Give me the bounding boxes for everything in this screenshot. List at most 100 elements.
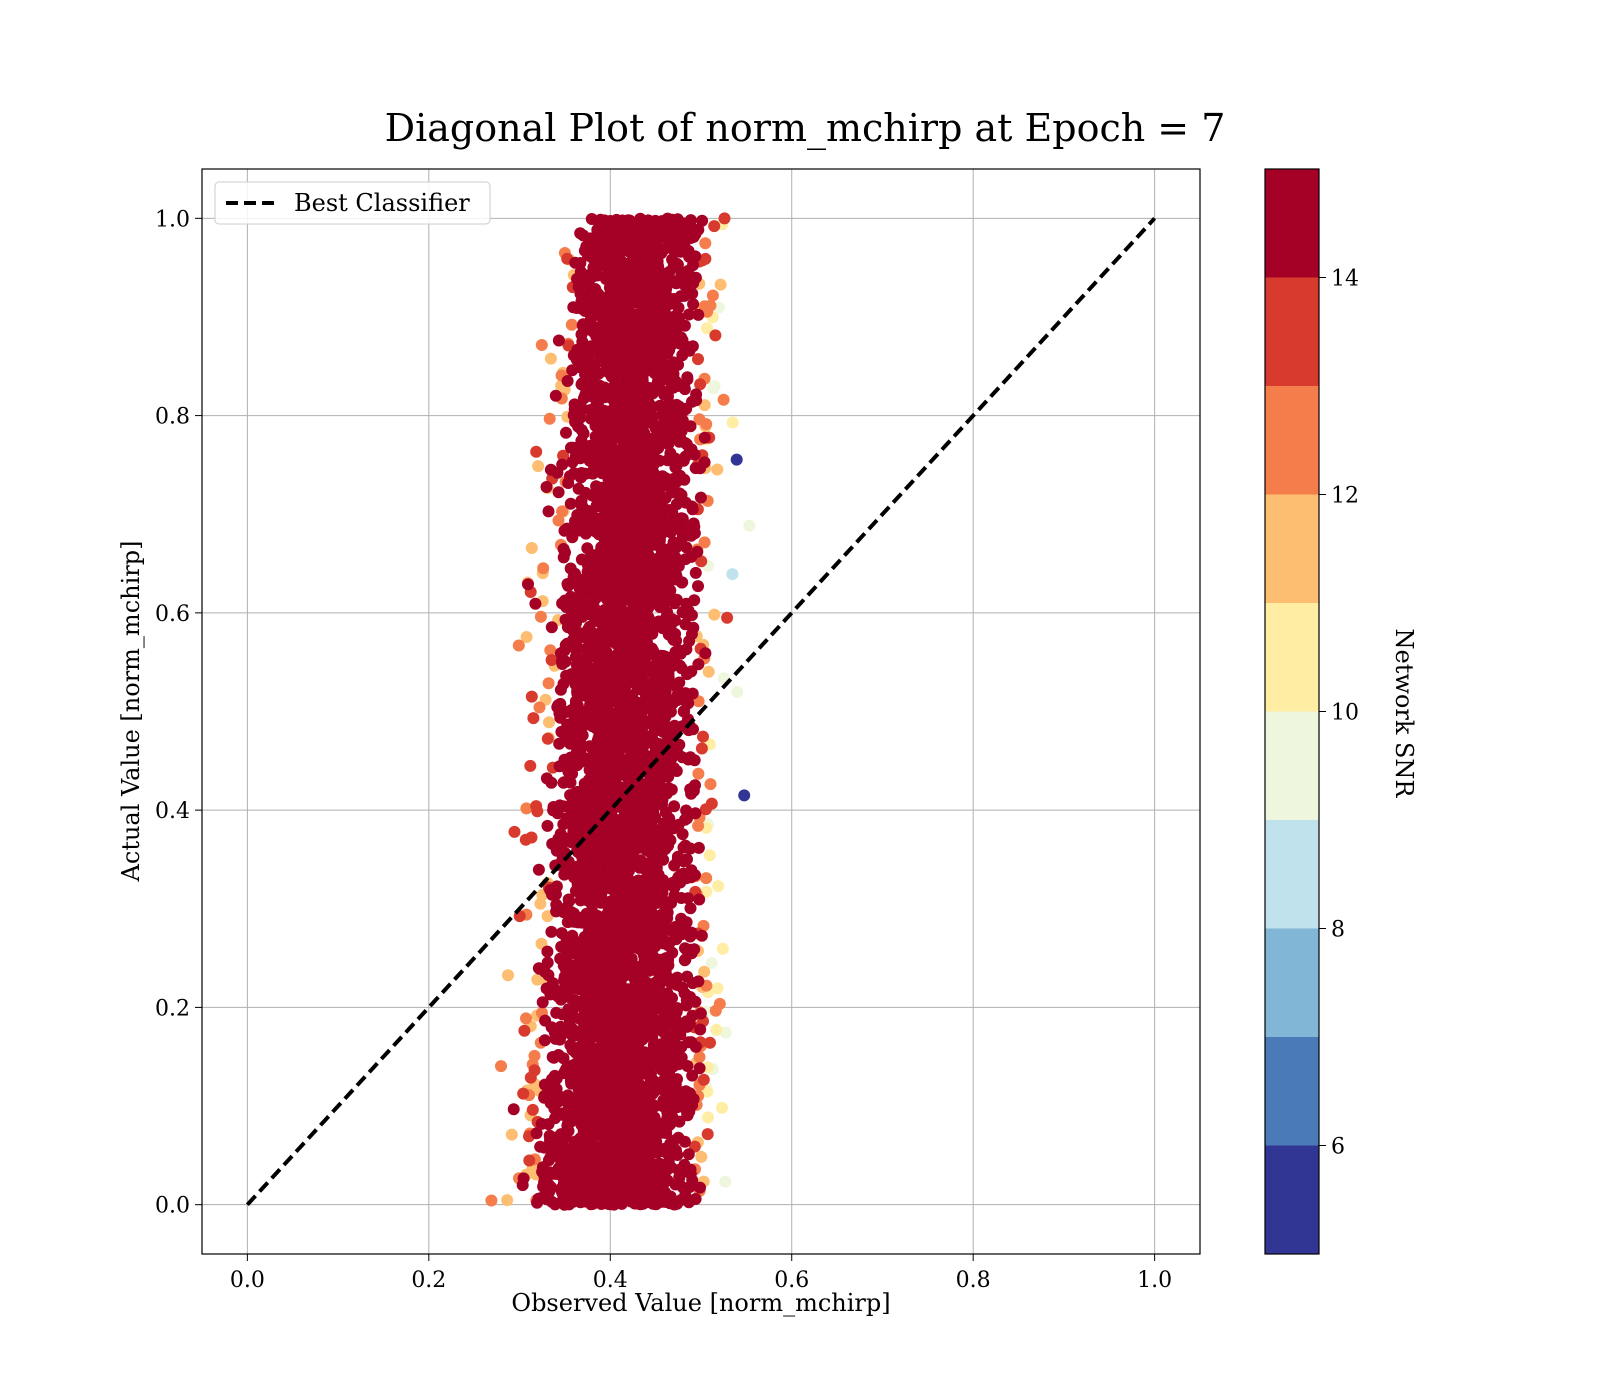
scatter-point bbox=[638, 490, 651, 503]
scatter-point bbox=[661, 939, 674, 951]
scatter-point bbox=[717, 393, 730, 406]
scatter-point bbox=[564, 497, 577, 510]
scatter-point bbox=[689, 250, 702, 263]
scatter-point bbox=[626, 359, 638, 372]
scatter-point bbox=[685, 609, 698, 622]
scatter-point bbox=[615, 1041, 628, 1054]
scatter-point bbox=[570, 353, 583, 366]
scatter-point bbox=[624, 606, 636, 618]
scatter-point bbox=[580, 240, 593, 253]
scatter-point bbox=[520, 1012, 532, 1025]
scatter-point bbox=[538, 1034, 551, 1047]
scatter-point bbox=[704, 778, 717, 791]
scatter-point bbox=[620, 509, 632, 522]
scatter-point bbox=[686, 340, 699, 353]
scatter-point bbox=[697, 730, 709, 743]
scatter-point bbox=[635, 644, 648, 657]
scatter-point bbox=[600, 1149, 612, 1162]
scatter-point bbox=[705, 957, 718, 969]
scatter-point bbox=[589, 450, 602, 463]
scatter-point bbox=[544, 1142, 557, 1155]
scatter-point bbox=[517, 1172, 530, 1185]
scatter-point bbox=[616, 757, 629, 770]
scatter-point bbox=[577, 290, 590, 303]
scatter-point bbox=[564, 470, 576, 483]
scatter-point bbox=[581, 1192, 594, 1205]
scatter-point bbox=[631, 388, 644, 401]
scatter-point bbox=[565, 1150, 578, 1163]
scatter-point bbox=[605, 920, 618, 933]
scatter-point bbox=[647, 1038, 660, 1051]
scatter-point bbox=[613, 248, 626, 261]
scatter-point bbox=[567, 1041, 580, 1054]
scatter-point bbox=[679, 694, 692, 707]
scatter-point bbox=[647, 836, 660, 849]
scatter-point bbox=[671, 1149, 684, 1161]
scatter-point bbox=[552, 514, 565, 527]
scatter-point bbox=[553, 1033, 566, 1046]
scatter-point bbox=[593, 845, 606, 858]
scatter-point bbox=[670, 573, 683, 586]
scatter-point bbox=[575, 709, 588, 721]
scatter-point bbox=[570, 523, 583, 536]
scatter-point bbox=[525, 542, 538, 554]
scatter-point bbox=[612, 647, 625, 660]
scatter-point bbox=[542, 1118, 555, 1131]
scatter-point bbox=[683, 308, 695, 321]
scatter-point bbox=[644, 866, 657, 879]
scatter-point bbox=[671, 854, 684, 867]
scatter-point bbox=[682, 1148, 695, 1161]
scatter-point bbox=[685, 665, 698, 678]
scatter-point bbox=[621, 486, 634, 499]
scatter-point bbox=[671, 971, 684, 984]
scatter-point bbox=[632, 517, 645, 530]
scatter-point bbox=[571, 699, 584, 712]
scatter-point bbox=[528, 1049, 541, 1062]
scatter-point bbox=[646, 387, 659, 400]
scatter-point bbox=[721, 611, 734, 624]
scatter-point bbox=[584, 1002, 597, 1015]
scatter-point bbox=[702, 1111, 714, 1124]
scatter-point bbox=[701, 1128, 714, 1141]
scatter-point bbox=[648, 774, 661, 787]
scatter-point bbox=[637, 808, 650, 821]
scatter-point bbox=[694, 378, 707, 391]
scatter-point bbox=[673, 473, 686, 486]
scatter-point bbox=[575, 755, 588, 768]
scatter-point bbox=[616, 862, 629, 875]
scatter-point bbox=[652, 737, 665, 750]
scatter-point bbox=[534, 897, 547, 910]
scatter-point bbox=[537, 562, 550, 575]
scatter-point bbox=[604, 286, 617, 299]
scatter-point bbox=[579, 486, 592, 499]
scatter-point bbox=[677, 841, 690, 854]
scatter-point bbox=[587, 835, 600, 848]
scatter-point bbox=[726, 416, 739, 429]
scatter-point bbox=[527, 712, 540, 725]
scatter-point bbox=[608, 401, 621, 414]
scatter-point bbox=[637, 828, 650, 841]
scatter-point bbox=[595, 963, 608, 976]
scatter-point bbox=[546, 977, 559, 990]
scatter-point bbox=[545, 925, 558, 938]
scatter-point bbox=[656, 835, 669, 848]
scatter-point bbox=[708, 608, 721, 621]
scatter-point bbox=[671, 1002, 684, 1015]
scatter-point bbox=[679, 450, 692, 463]
scatter-point bbox=[685, 1036, 698, 1049]
scatter-point bbox=[695, 1150, 708, 1163]
scatter-point bbox=[565, 808, 578, 821]
scatter-point bbox=[575, 434, 588, 447]
scatter-point bbox=[564, 776, 577, 789]
scatter-point bbox=[655, 896, 668, 909]
scatter-point bbox=[660, 1029, 673, 1042]
scatter-point bbox=[544, 352, 557, 365]
scatter-point bbox=[681, 892, 694, 905]
scatter-point bbox=[711, 463, 724, 476]
scatter-point bbox=[620, 1090, 632, 1103]
scatter-point bbox=[543, 412, 556, 425]
scatter-point bbox=[683, 635, 696, 648]
scatter-point bbox=[695, 929, 708, 942]
scatter-point bbox=[658, 974, 671, 987]
scatter-point bbox=[613, 1078, 626, 1091]
